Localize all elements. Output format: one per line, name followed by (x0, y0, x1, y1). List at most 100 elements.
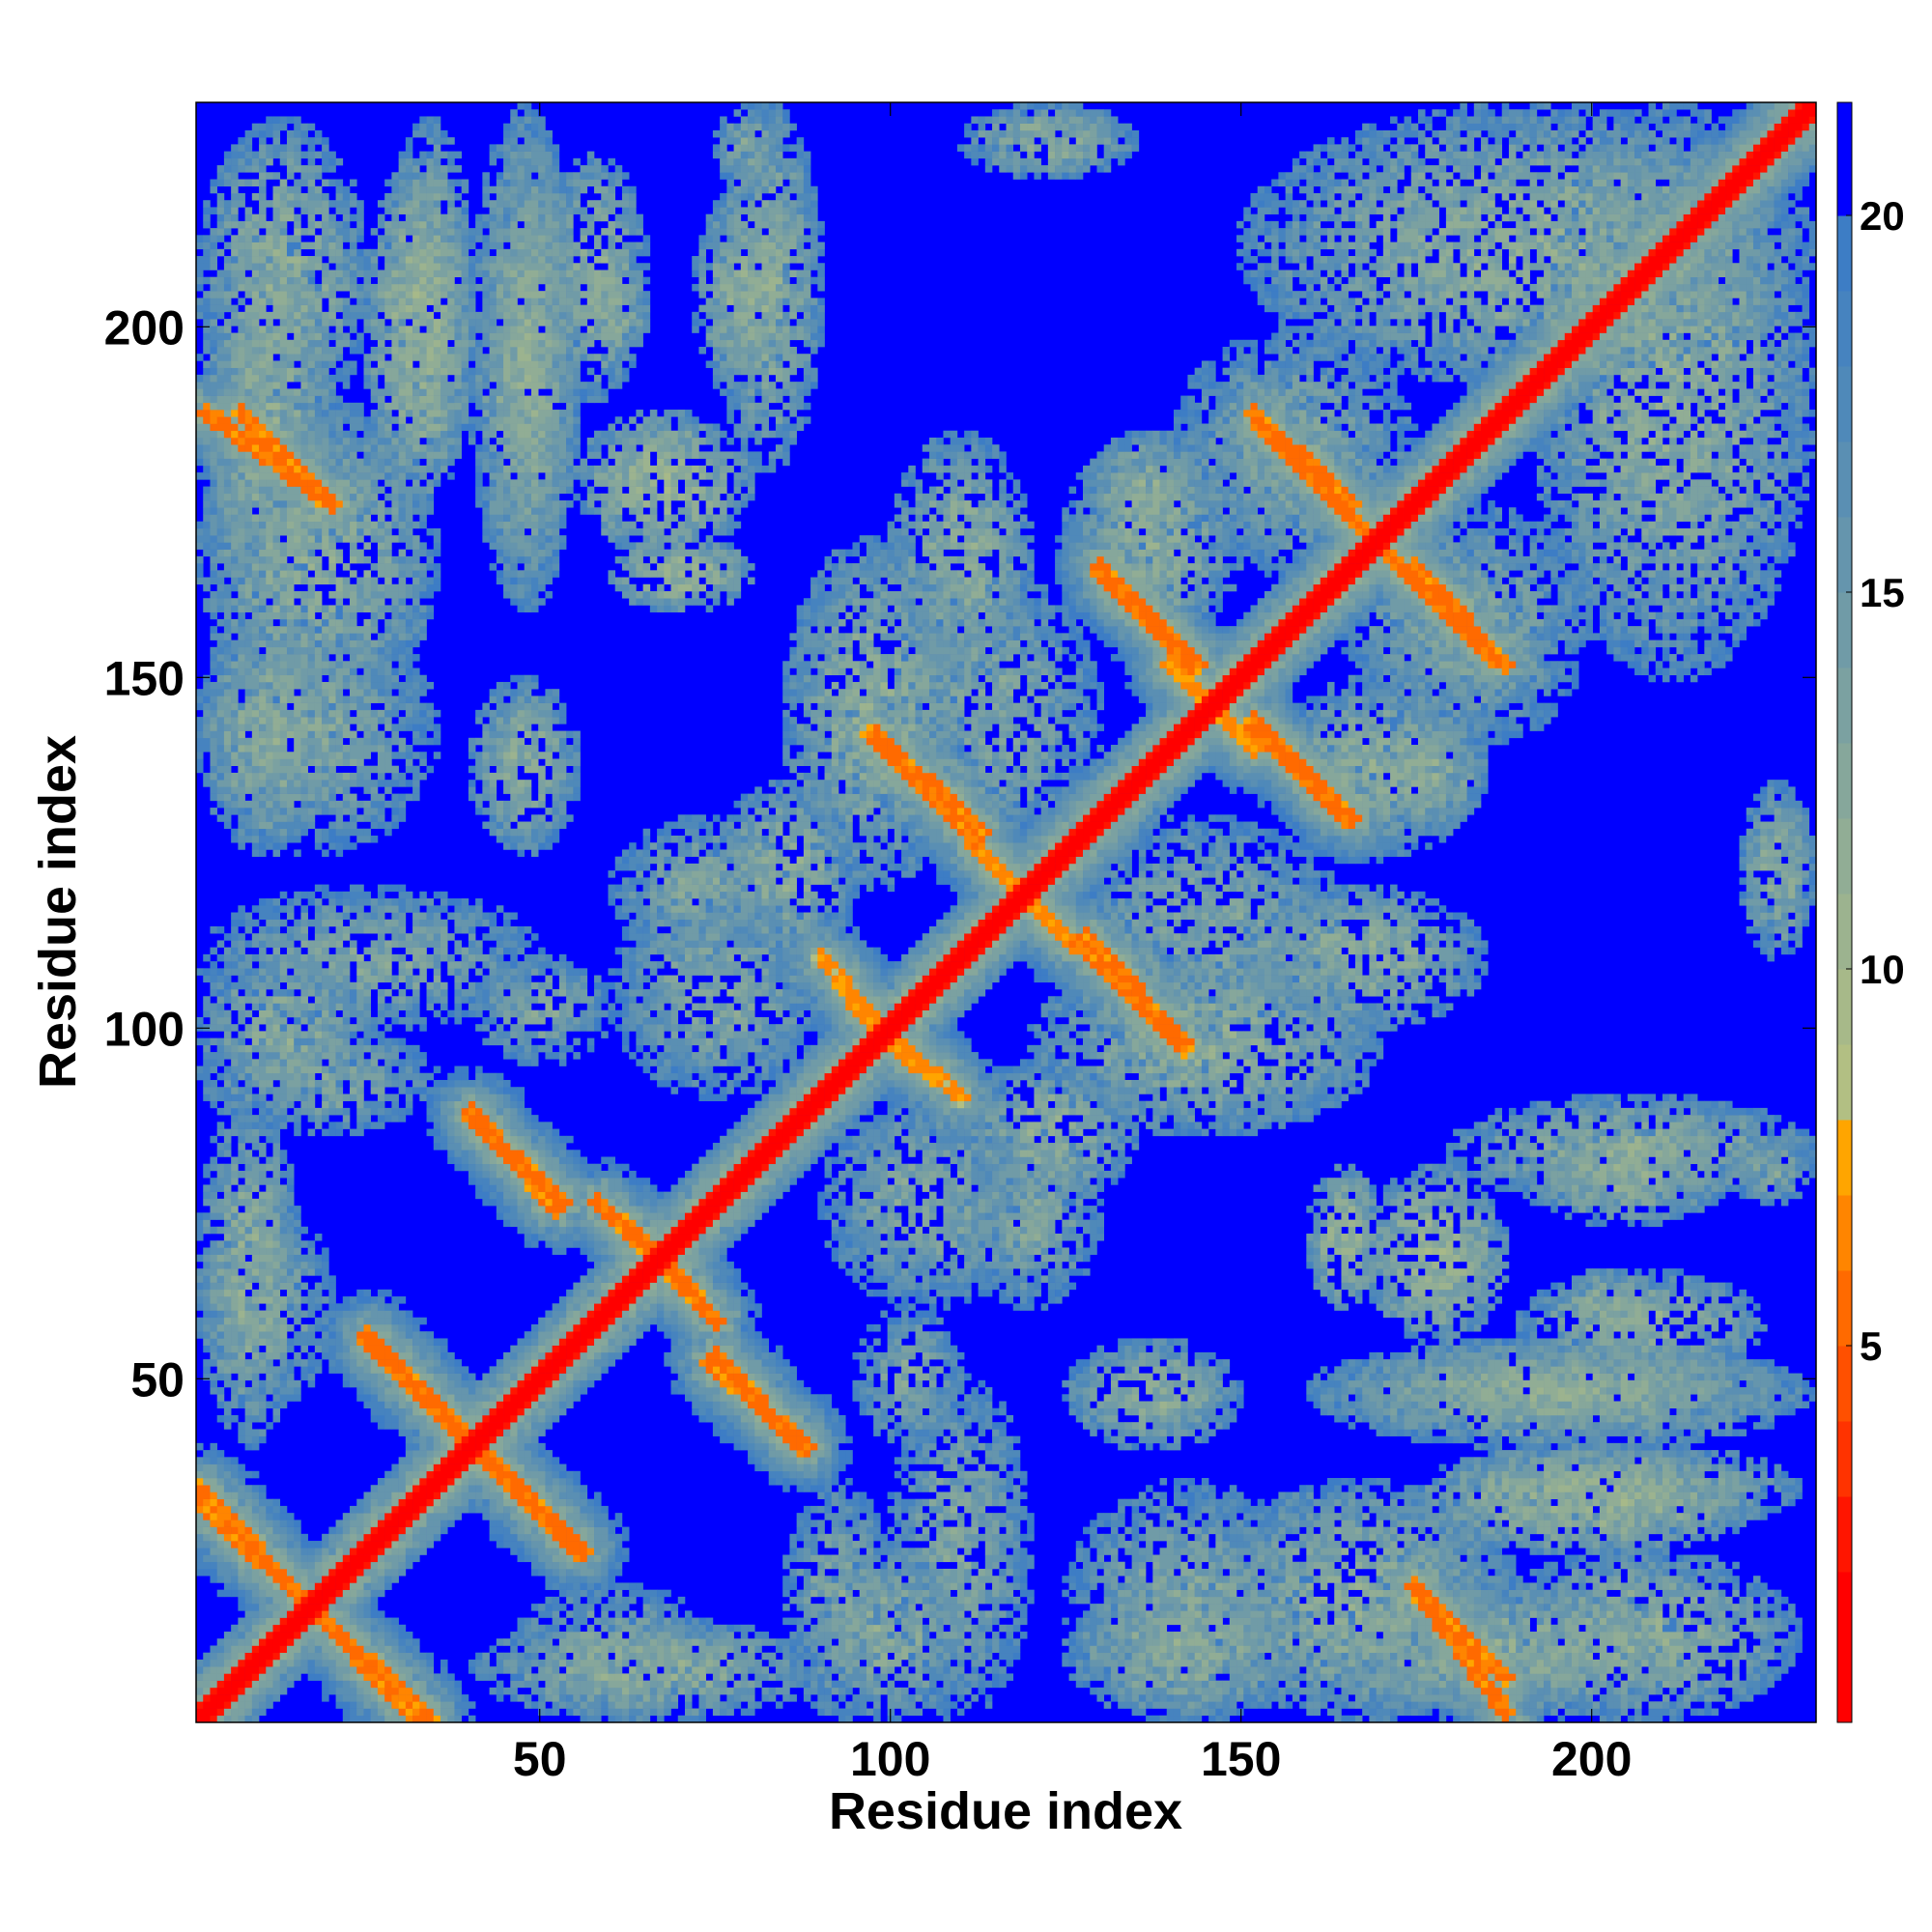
heatmap-cell (224, 1660, 232, 1667)
heatmap-cell (371, 500, 379, 508)
heatmap-cell (217, 1311, 225, 1319)
heatmap-cell (294, 731, 301, 739)
heatmap-cell (315, 396, 323, 404)
heatmap-cell (203, 1527, 211, 1535)
heatmap-cell (217, 277, 225, 285)
heatmap-cell (266, 786, 273, 794)
heatmap-cell (280, 1303, 288, 1311)
heatmap-cell (238, 479, 245, 487)
heatmap-cell (371, 1604, 379, 1611)
heatmap-cell (196, 472, 204, 480)
heatmap-cell (399, 1457, 407, 1464)
heatmap-cell (231, 1296, 239, 1304)
heatmap-cell (308, 319, 316, 327)
heatmap-cell (203, 1485, 211, 1492)
heatmap-cell (224, 152, 232, 159)
heatmap-cell (231, 1457, 239, 1464)
heatmap-cell (384, 479, 392, 487)
heatmap-cell (259, 500, 267, 508)
heatmap-cell (273, 1066, 281, 1074)
heatmap-cell (391, 535, 399, 543)
heatmap-cell (287, 326, 295, 333)
heatmap-cell (378, 1380, 385, 1388)
heatmap-cell (384, 291, 392, 298)
heatmap-cell (378, 451, 385, 459)
heatmap-cell (384, 1408, 392, 1416)
heatmap-cell (356, 291, 364, 298)
heatmap-cell (391, 1038, 399, 1046)
heatmap-cell (224, 1513, 232, 1520)
heatmap-cell (378, 1101, 385, 1109)
heatmap-cell (378, 1527, 385, 1535)
heatmap-cell (322, 459, 329, 467)
heatmap-cell (245, 982, 253, 990)
heatmap-cell (371, 913, 379, 921)
heatmap-cell (308, 375, 316, 383)
heatmap-cell (252, 1247, 260, 1255)
heatmap-cell (245, 1387, 253, 1395)
heatmap-cell (343, 1666, 351, 1674)
heatmap-cell (287, 130, 295, 138)
heatmap-cell (252, 1380, 260, 1388)
heatmap-cell (238, 758, 245, 766)
heatmap-cell (356, 1324, 364, 1332)
heatmap-cell (196, 235, 204, 242)
heatmap-cell (336, 535, 344, 543)
heatmap-cell (371, 786, 379, 794)
heatmap-cell (203, 976, 211, 983)
heatmap-cell (336, 940, 344, 948)
heatmap-cell (371, 619, 379, 627)
heatmap-cell (280, 180, 288, 187)
heatmap-cell (356, 913, 364, 921)
heatmap-cell (252, 305, 260, 313)
heatmap-cell (343, 717, 351, 724)
heatmap-cell (343, 451, 351, 459)
heatmap-cell (210, 1206, 217, 1213)
heatmap-cell (343, 1582, 351, 1590)
heatmap-cell (399, 256, 407, 264)
heatmap-cell (224, 1548, 232, 1555)
heatmap-cell (350, 556, 357, 564)
heatmap-cell (238, 1681, 245, 1689)
heatmap-cell (350, 780, 357, 787)
heatmap-cell (384, 1401, 392, 1408)
heatmap-cell (217, 172, 225, 180)
heatmap-cell (259, 626, 267, 634)
heatmap-cell (300, 598, 308, 606)
heatmap-cell (210, 1240, 217, 1248)
heatmap-cell (300, 640, 308, 648)
heatmap-cell (259, 584, 267, 592)
heatmap-cell (245, 563, 253, 571)
heatmap-cell (259, 996, 267, 1004)
heatmap-cell (287, 284, 295, 292)
heatmap-cell (266, 1618, 273, 1626)
heatmap-cell (224, 612, 232, 620)
heatmap-cell (238, 808, 245, 815)
heatmap-cell (231, 948, 239, 955)
heatmap-cell (217, 752, 225, 759)
heatmap-cell (391, 1380, 399, 1388)
heatmap-cell (259, 152, 267, 159)
heatmap-cell (259, 1122, 267, 1129)
heatmap-cell (259, 207, 267, 214)
heatmap-cell (378, 976, 385, 983)
heatmap-cell (378, 1366, 385, 1374)
heatmap-cell (217, 472, 225, 480)
heatmap-cell (356, 1352, 364, 1360)
heatmap-cell (356, 626, 364, 634)
heatmap-cell (231, 563, 239, 571)
heatmap-cell (378, 1506, 385, 1514)
heatmap-cell (356, 773, 364, 781)
heatmap-cell (224, 1192, 232, 1200)
heatmap-cell (259, 277, 267, 285)
heatmap-cell (363, 1673, 371, 1681)
heatmap-cell (238, 514, 245, 522)
heatmap-cell (266, 158, 273, 166)
heatmap-cell (315, 1234, 323, 1241)
heatmap-cell (406, 1673, 413, 1681)
heatmap-cell (238, 954, 245, 962)
heatmap-cell (308, 263, 316, 270)
heatmap-cell (363, 1618, 371, 1626)
heatmap-cell (224, 682, 232, 690)
heatmap-cell (336, 263, 344, 270)
